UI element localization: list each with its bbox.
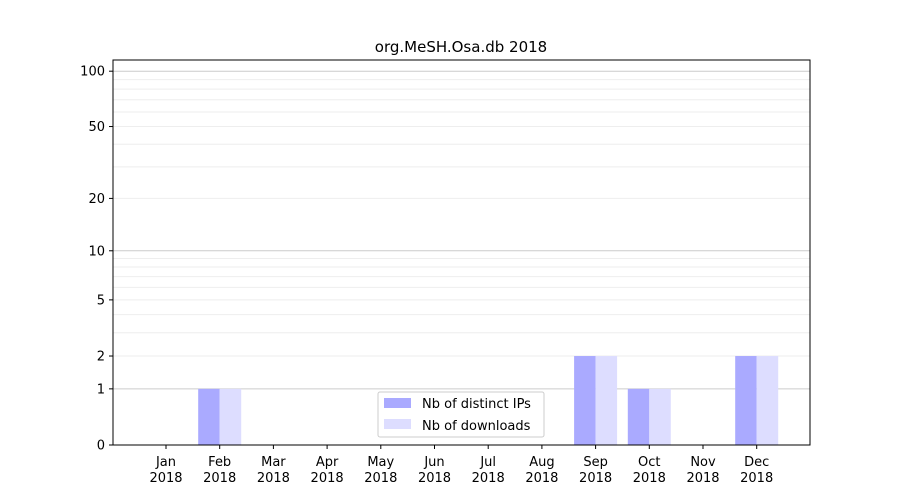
bar-downloads bbox=[595, 356, 618, 445]
y-tick-label: 10 bbox=[88, 244, 105, 259]
y-tick-label: 20 bbox=[88, 192, 105, 207]
x-tick-year: 2018 bbox=[525, 471, 558, 486]
bar-distinct-ips bbox=[735, 356, 757, 445]
x-tick-label: Nov bbox=[690, 455, 716, 470]
x-tick-label: Sep bbox=[583, 455, 608, 470]
x-axis: Jan2018Feb2018Mar2018Apr2018May2018Jun20… bbox=[149, 445, 773, 486]
x-tick-year: 2018 bbox=[149, 471, 182, 486]
bar-distinct-ips bbox=[198, 388, 220, 445]
x-tick-year: 2018 bbox=[418, 471, 451, 486]
x-tick-label: Mar bbox=[261, 455, 286, 470]
gridlines bbox=[113, 70, 810, 390]
y-tick-label: 1 bbox=[97, 382, 105, 397]
x-tick-label: Feb bbox=[208, 455, 231, 470]
bar-distinct-ips bbox=[574, 356, 596, 445]
x-tick-year: 2018 bbox=[311, 471, 344, 486]
legend-swatch-downloads bbox=[384, 419, 411, 429]
legend-box bbox=[377, 391, 545, 438]
x-tick-year: 2018 bbox=[257, 471, 290, 486]
x-tick-label: May bbox=[367, 455, 394, 470]
legend-label-downloads: Nb of downloads bbox=[422, 419, 531, 434]
x-tick-label: Jan bbox=[155, 455, 176, 470]
x-tick-year: 2018 bbox=[633, 471, 666, 486]
chart-title: org.MeSH.Osa.db 2018 bbox=[375, 38, 547, 56]
bars bbox=[198, 356, 779, 445]
y-axis: 0 1 2 5 10 20 50 100 bbox=[80, 65, 113, 454]
x-tick-year: 2018 bbox=[579, 471, 612, 486]
x-tick-label: Jun bbox=[423, 455, 444, 470]
x-tick-year: 2018 bbox=[686, 471, 719, 486]
x-tick-label: Dec bbox=[744, 455, 769, 470]
y-tick-label: 2 bbox=[97, 350, 105, 365]
x-tick-year: 2018 bbox=[740, 471, 773, 486]
bar-downloads bbox=[756, 356, 779, 445]
bar-downloads bbox=[219, 388, 242, 445]
bar-downloads bbox=[649, 388, 671, 445]
x-tick-label: Aug bbox=[529, 455, 554, 470]
bar-distinct-ips bbox=[627, 388, 650, 445]
plot-frame bbox=[112, 59, 811, 446]
x-tick-year: 2018 bbox=[203, 471, 236, 486]
x-tick-label: Jul bbox=[479, 455, 496, 470]
legend: Nb of distinct IPs Nb of downloads bbox=[377, 391, 545, 438]
x-tick-label: Oct bbox=[638, 455, 660, 470]
legend-swatch-ips bbox=[384, 398, 411, 408]
y-tick-label: 0 bbox=[97, 439, 105, 454]
legend-label-ips: Nb of distinct IPs bbox=[422, 397, 531, 412]
y-tick-label: 50 bbox=[88, 120, 105, 135]
x-tick-label: Apr bbox=[316, 455, 339, 470]
y-tick-label: 100 bbox=[80, 65, 105, 80]
y-tick-label: 5 bbox=[97, 293, 105, 308]
x-tick-year: 2018 bbox=[364, 471, 397, 486]
x-tick-year: 2018 bbox=[472, 471, 505, 486]
